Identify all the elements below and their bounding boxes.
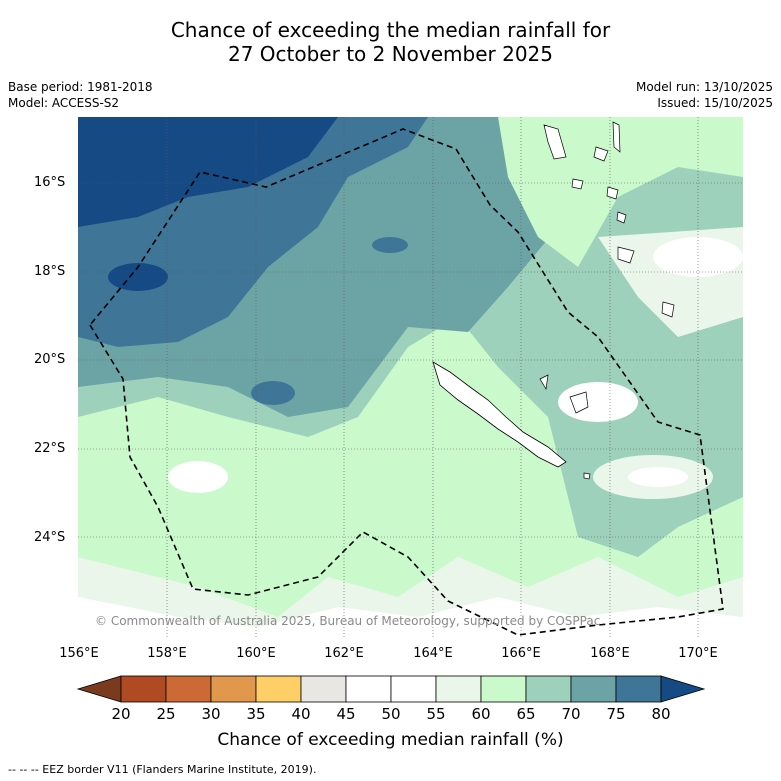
- lon-label-160e: 160°E: [236, 646, 276, 661]
- contour-50-55-east: [653, 237, 743, 277]
- cbar-tick-45: 45: [336, 705, 356, 723]
- contour-50-55-south: [78, 597, 743, 639]
- lon-label-168e: 168°E: [590, 646, 630, 661]
- lat-label-18s: 18°S: [34, 264, 66, 279]
- lon-label-164e: 164°E: [413, 646, 453, 661]
- cbar-segment: [615, 675, 662, 703]
- cbar-tick-55: 55: [426, 705, 446, 723]
- model-name: Model: ACCESS-S2: [8, 96, 120, 110]
- contour-50-55-west: [168, 461, 228, 493]
- map-panel: [78, 117, 743, 639]
- cbar-tick-80: 80: [651, 705, 671, 723]
- cbar-tick-20: 20: [111, 705, 131, 723]
- cbar-segment: [210, 675, 257, 703]
- issued-date: Issued: 15/10/2025: [657, 96, 773, 110]
- meta-right: Model run: 13/10/2025 Issued: 15/10/2025: [636, 79, 773, 111]
- cbar-tick-35: 35: [246, 705, 266, 723]
- base-period: Base period: 1981-2018: [8, 80, 153, 94]
- vanuatu-efate: [616, 211, 627, 224]
- vanuatu-ambrym: [571, 178, 584, 190]
- new-caledonia-island: [432, 361, 567, 468]
- cbar-tick-70: 70: [561, 705, 581, 723]
- contour-above-80: [78, 117, 338, 227]
- cbar-segment: [480, 675, 527, 703]
- vanuatu-erromango: [617, 246, 635, 264]
- cbar-tick-65: 65: [516, 705, 536, 723]
- copyright-notice: © Commonwealth of Australia 2025, Bureau…: [95, 614, 601, 628]
- lon-label-162e: 162°E: [324, 646, 364, 661]
- chart-title: Chance of exceeding the median rainfall …: [0, 18, 781, 66]
- meta-left: Base period: 1981-2018 Model: ACCESS-S2: [8, 79, 153, 111]
- cbar-tick-60: 60: [471, 705, 491, 723]
- contour-75-80-spot-2: [372, 237, 408, 253]
- cbar-segment: [570, 675, 617, 703]
- cbar-segment: [435, 675, 482, 703]
- cbar-tick-25: 25: [156, 705, 176, 723]
- cbar-arrow-low: [76, 675, 122, 703]
- cbar-segment: [300, 675, 347, 703]
- loyalty-island-2: [539, 374, 549, 391]
- lat-label-24s: 24°S: [34, 530, 66, 545]
- cbar-arrow-high: [660, 675, 706, 703]
- lat-label-22s: 22°S: [34, 441, 66, 456]
- cbar-segment: [390, 675, 437, 703]
- model-run: Model run: 13/10/2025: [635, 80, 773, 94]
- eez-legend-note: -- -- -- EEZ border V11 (Flanders Marine…: [8, 763, 317, 776]
- vanuatu-tanna: [661, 301, 675, 318]
- isle-of-pines: [583, 472, 591, 480]
- cbar-segment: [345, 675, 392, 703]
- loyalty-island-1: [569, 391, 589, 414]
- lon-label-166e: 166°E: [501, 646, 541, 661]
- title-line-2: 27 October to 2 November 2025: [227, 42, 554, 66]
- vanuatu-pentecost: [612, 121, 621, 153]
- title-line-1: Chance of exceeding the median rainfall …: [170, 18, 611, 42]
- cbar-tick-50: 50: [381, 705, 401, 723]
- cbar-tick-30: 30: [201, 705, 221, 723]
- contour-75-80-spot: [251, 381, 295, 405]
- vanuatu-malakula: [593, 146, 609, 162]
- lon-label-158e: 158°E: [147, 646, 187, 661]
- cbar-tick-75: 75: [606, 705, 626, 723]
- lon-label-170e: 170°E: [678, 646, 718, 661]
- contour-50-55-se: [628, 467, 688, 487]
- cbar-segment: [255, 675, 302, 703]
- cbar-segment: [165, 675, 212, 703]
- lat-label-20s: 20°S: [34, 352, 66, 367]
- rainfall-map: [78, 117, 743, 639]
- cbar-segment: [525, 675, 572, 703]
- lat-label-16s: 16°S: [34, 175, 66, 190]
- eez-border: [89, 128, 724, 636]
- cbar-tick-40: 40: [291, 705, 311, 723]
- colorbar-label: Chance of exceeding median rainfall (%): [217, 730, 564, 750]
- vanuatu-espiritu-santo: [543, 124, 567, 160]
- cbar-segment: [120, 675, 167, 703]
- lon-label-156e: 156°E: [59, 646, 99, 661]
- vanuatu-epi: [606, 186, 619, 200]
